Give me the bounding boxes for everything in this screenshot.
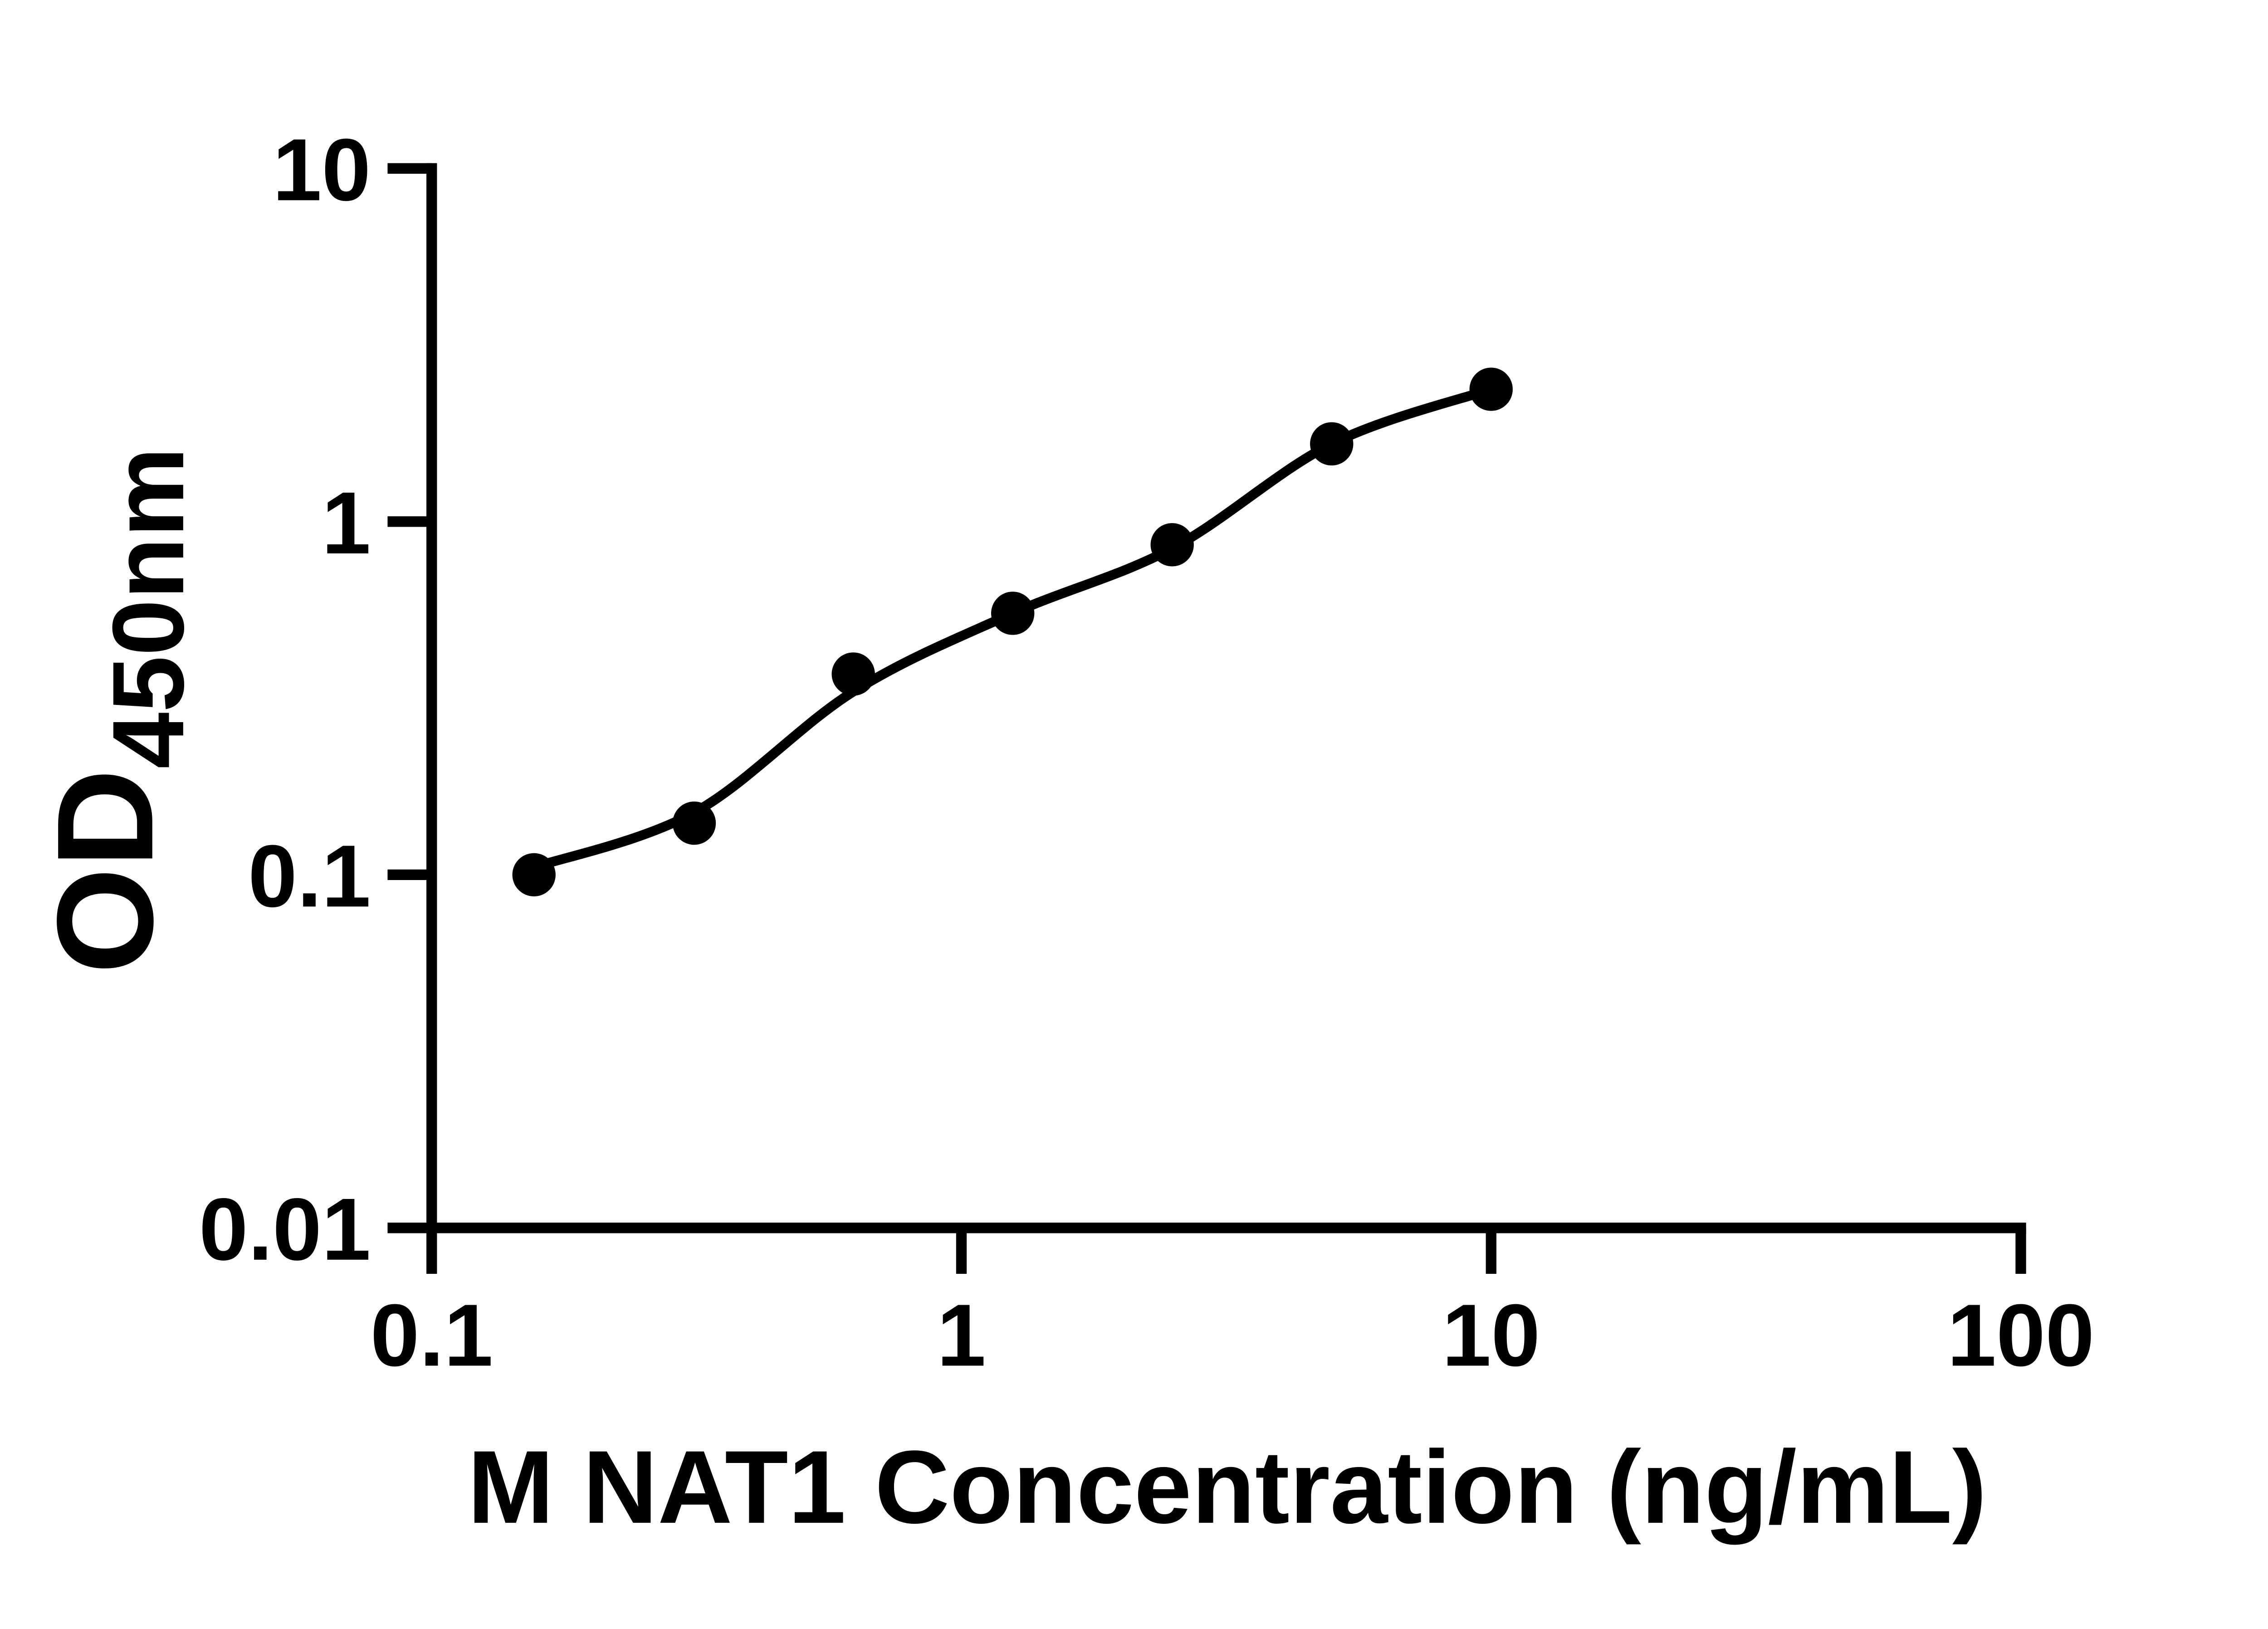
x-axis-line — [426, 1223, 2026, 1233]
y-tick-label: 10 — [273, 121, 371, 219]
x-tick-label: 100 — [1947, 1286, 2095, 1384]
y-tick-mark — [387, 1223, 432, 1233]
data-point-marker — [831, 652, 875, 696]
y-tick-mark — [387, 516, 432, 527]
data-point-marker — [672, 801, 716, 845]
x-tick-mark — [956, 1228, 967, 1274]
data-point-marker — [512, 853, 556, 897]
y-axis-tick-labels: 10 1 0.1 0.01 — [199, 121, 371, 1279]
y-axis-title-subscript: 450nm — [92, 447, 205, 768]
x-tick-label: 1 — [937, 1286, 986, 1384]
y-axis-line — [426, 163, 437, 1233]
y-tick-mark — [387, 163, 432, 174]
x-tick-mark — [1486, 1228, 1496, 1274]
y-axis-title-main: OD — [29, 769, 181, 974]
data-point-marker — [1469, 367, 1513, 411]
x-tick-mark — [2015, 1228, 2026, 1274]
y-tick-mark — [387, 869, 432, 881]
y-axis-title: OD450nm — [29, 447, 205, 974]
data-point-marker — [991, 592, 1035, 635]
x-axis-ticks — [426, 1228, 2026, 1274]
y-tick-label: 0.01 — [199, 1180, 371, 1279]
x-axis-tick-labels: 0.1 1 10 100 — [370, 1286, 2094, 1384]
data-point-marker — [1150, 523, 1194, 567]
y-axis-ticks — [387, 163, 432, 1233]
data-point-marker — [1310, 422, 1354, 466]
x-tick-mark — [426, 1228, 437, 1274]
x-axis-title: M NAT1 Concentration (ng/mL) — [468, 1429, 1987, 1545]
x-tick-label: 0.1 — [370, 1286, 493, 1384]
y-tick-label: 1 — [322, 474, 371, 572]
y-tick-label: 0.1 — [248, 827, 371, 925]
data-points — [512, 367, 1513, 897]
x-tick-label: 10 — [1442, 1286, 1540, 1384]
